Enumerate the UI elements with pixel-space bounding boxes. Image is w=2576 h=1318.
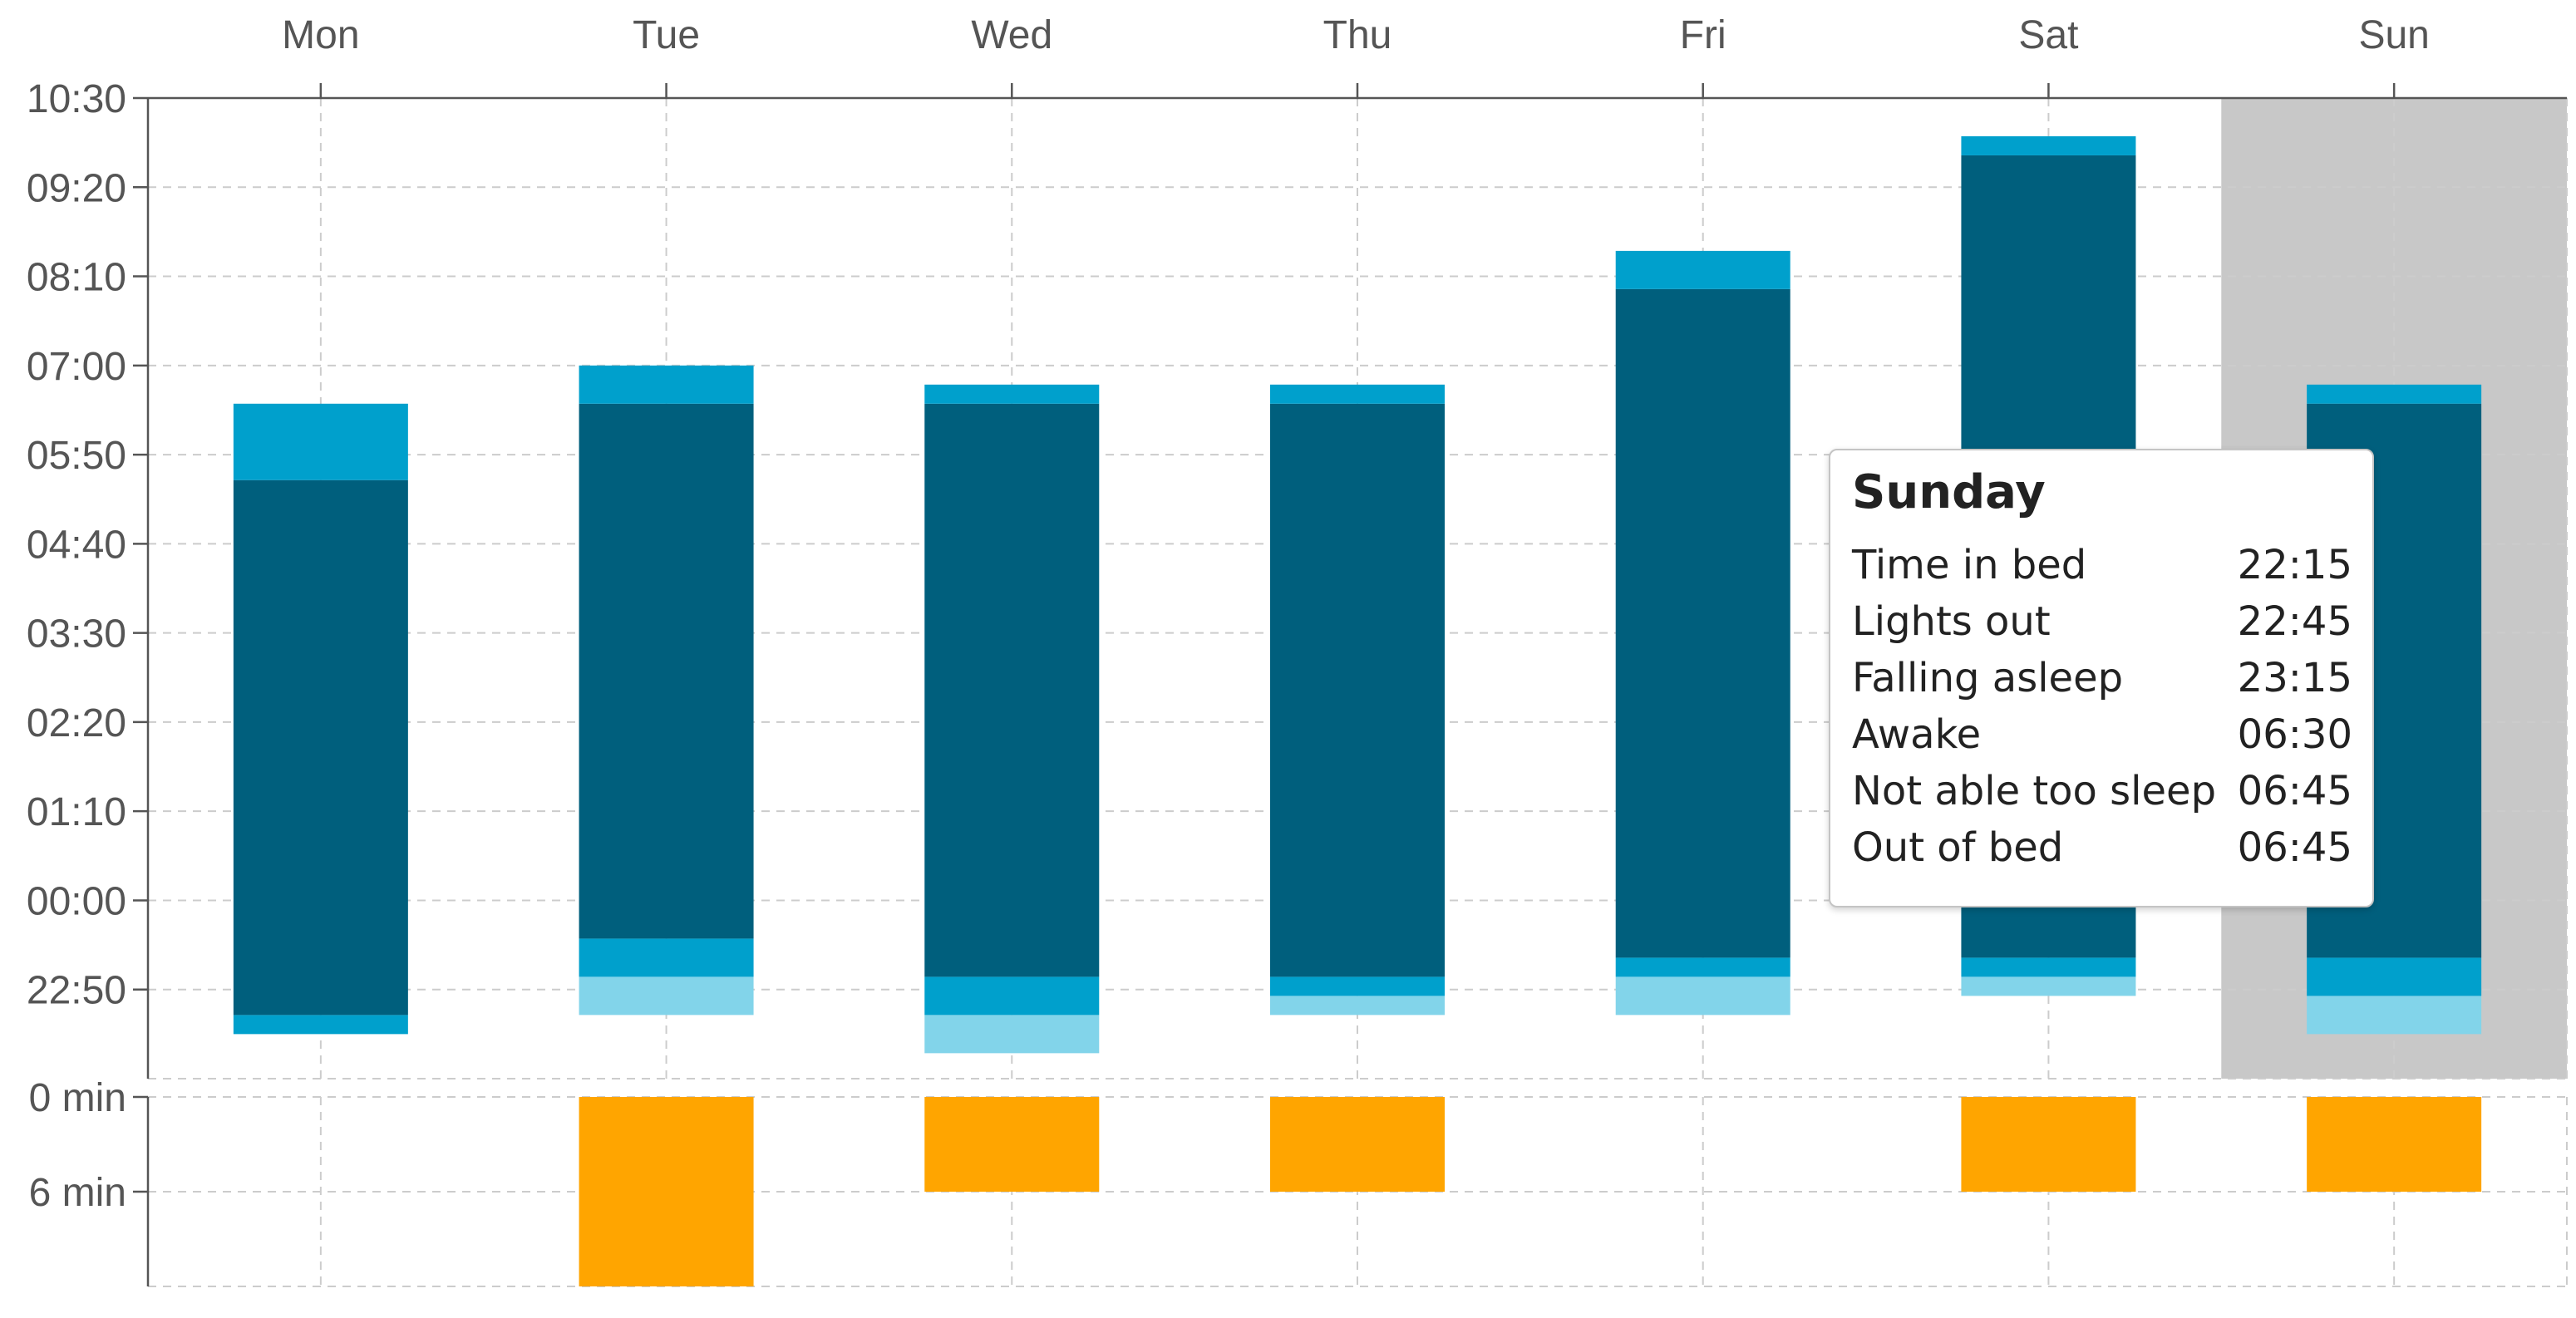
labels-layer: 10:30 09:20 08:10 07:00 05:50 04:40 03:30 02:20… [27,13,2430,1215]
y-tick-label: 22:50 [27,969,126,1013]
tooltip-value: 23:15 [2237,655,2352,701]
not-able-to-sleep-segment[interactable] [233,403,408,480]
x-tick-label: Sun [2358,13,2429,57]
falling-asleep-segment[interactable] [1615,957,1790,977]
falling-asleep-segment[interactable] [233,1015,408,1035]
not-able-to-sleep-segment[interactable] [2307,384,2482,404]
falling-asleep-segment[interactable] [1270,976,1445,996]
not-able-to-sleep-segment[interactable] [924,384,1100,404]
falling-asleep-segment[interactable] [924,976,1100,1016]
y-tick-label: 02:20 [27,701,126,745]
wake-time-bar[interactable] [2307,1097,2482,1192]
falling-asleep-segment[interactable] [1961,957,2136,977]
not-able-to-sleep-segment[interactable] [1961,135,2136,155]
tooltip-value: 06:30 [2237,711,2352,758]
time-in-bed-segment[interactable] [1961,976,2136,996]
y-tick-label: 05:50 [27,434,126,478]
y-tick-label: 09:20 [27,166,126,210]
asleep-segment[interactable] [579,403,754,939]
falling-asleep-segment[interactable] [2307,957,2482,996]
x-tick-label: Mon [282,13,359,57]
tooltip-label: Lights out [1852,598,2051,645]
time-in-bed-segment[interactable] [1615,976,1790,1016]
asleep-segment[interactable] [1615,288,1790,958]
tooltip-label: Not able too sleep [1852,768,2217,814]
bars-layer [233,135,2482,1286]
time-in-bed-segment[interactable] [2307,996,2482,1035]
not-able-to-sleep-segment[interactable] [1270,384,1445,404]
x-tick-label: Thu [1323,13,1392,57]
tooltip-row-lights-out: Lights out 22:45 [1852,598,2352,657]
x-tick-label: Fri [1680,13,1726,57]
tooltip-value: 06:45 [2237,768,2352,814]
x-tick-label: Wed [971,13,1052,57]
x-tick-label: Sat [2018,13,2078,57]
asleep-segment[interactable] [924,403,1100,977]
wake-time-bar[interactable] [579,1097,754,1286]
tooltip-row-not-able-to-sleep: Not able too sleep 06:45 [1852,768,2352,826]
y-tick-label: 07:00 [27,345,126,389]
y-tick-label: 03:30 [27,612,126,657]
wake-time-bar[interactable] [924,1097,1100,1192]
wake-tick-label: 6 min [29,1171,126,1215]
x-tick-label: Tue [633,13,700,57]
axes-layer [133,83,2567,1286]
time-in-bed-segment[interactable] [924,1015,1100,1054]
falling-asleep-segment[interactable] [579,938,754,977]
asleep-segment[interactable] [1270,403,1445,977]
asleep-segment[interactable] [233,479,408,1016]
wake-tick-label: 0 min [29,1076,126,1120]
y-tick-label: 04:40 [27,523,126,567]
tooltip-value: 22:15 [2237,542,2352,588]
wake-time-bar[interactable] [1270,1097,1445,1192]
y-tick-label: 00:00 [27,879,126,923]
tooltip-title: Sunday [1852,465,2046,519]
y-tick-label: 10:30 [27,77,126,121]
tooltip-value: 06:45 [2237,824,2352,871]
time-in-bed-segment[interactable] [1270,996,1445,1016]
y-tick-label: 01:10 [27,790,126,834]
tooltip-label: Out of bed [1852,824,2064,871]
tooltip-label: Awake [1852,711,1982,758]
tooltip-row-falling-asleep: Falling asleep 23:15 [1852,655,2352,713]
tooltip-row-awake: Awake 06:30 [1852,711,2352,770]
tooltip-label: Falling asleep [1852,655,2124,701]
not-able-to-sleep-segment[interactable] [1615,250,1790,289]
y-tick-label: 08:10 [27,256,126,300]
wake-time-bar[interactable] [1961,1097,2136,1192]
tooltip-row-time-in-bed: Time in bed 22:15 [1852,542,2352,600]
tooltip-row-out-of-bed: Out of bed 06:45 [1852,824,2352,883]
tooltip: Sunday Time in bed 22:15 Lights out 22:4… [1829,449,2374,907]
time-in-bed-segment[interactable] [579,976,754,1016]
tooltip-label: Time in bed [1852,542,2087,588]
tooltip-value: 22:45 [2237,598,2352,645]
not-able-to-sleep-segment[interactable] [579,365,754,404]
